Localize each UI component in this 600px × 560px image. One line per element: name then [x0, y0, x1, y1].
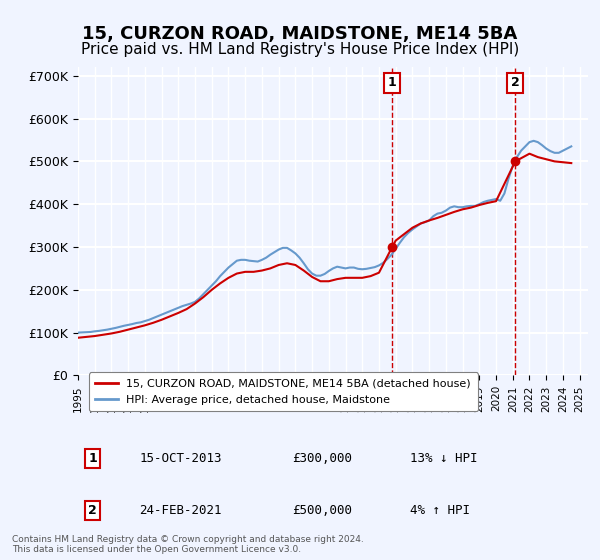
Text: £300,000: £300,000: [292, 452, 352, 465]
Text: 15-OCT-2013: 15-OCT-2013: [139, 452, 222, 465]
Text: 2: 2: [88, 504, 97, 517]
Text: Price paid vs. HM Land Registry's House Price Index (HPI): Price paid vs. HM Land Registry's House …: [81, 42, 519, 57]
Text: 1: 1: [388, 77, 397, 90]
Text: 13% ↓ HPI: 13% ↓ HPI: [409, 452, 477, 465]
Text: 4% ↑ HPI: 4% ↑ HPI: [409, 504, 470, 517]
Text: 24-FEB-2021: 24-FEB-2021: [139, 504, 222, 517]
Text: 1: 1: [88, 452, 97, 465]
Text: £500,000: £500,000: [292, 504, 352, 517]
Text: 2: 2: [511, 77, 520, 90]
Text: 15, CURZON ROAD, MAIDSTONE, ME14 5BA: 15, CURZON ROAD, MAIDSTONE, ME14 5BA: [82, 25, 518, 43]
Legend: 15, CURZON ROAD, MAIDSTONE, ME14 5BA (detached house), HPI: Average price, detac: 15, CURZON ROAD, MAIDSTONE, ME14 5BA (de…: [89, 372, 478, 411]
Text: Contains HM Land Registry data © Crown copyright and database right 2024.
This d: Contains HM Land Registry data © Crown c…: [12, 535, 364, 554]
